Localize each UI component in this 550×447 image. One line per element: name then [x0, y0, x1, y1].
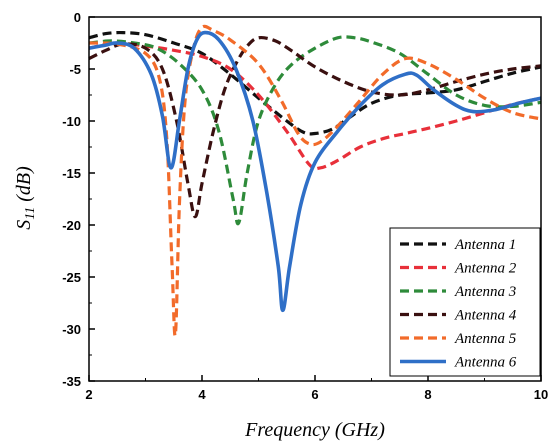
legend-box	[389, 227, 541, 377]
legend-label-antenna-3: Antenna 3	[454, 284, 516, 300]
series-line-antenna-6	[88, 30, 542, 313]
y-tick-label: -30	[62, 322, 81, 337]
legend: Antenna 1 Antenna 2 Antenna 3 Antenna 4 Ante…	[389, 227, 541, 377]
y-tick-label: -5	[69, 62, 81, 77]
series-line-antenna-3	[88, 35, 542, 226]
y-axis-title-suffix: (dB)	[13, 166, 35, 207]
series-line-antenna-5	[88, 24, 542, 338]
x-tick-label: 10	[534, 387, 548, 402]
y-tick-label: -10	[62, 114, 81, 129]
legend-label-antenna-2: Antenna 2	[454, 261, 517, 277]
series-lines	[88, 24, 542, 338]
y-tick-label: -20	[62, 218, 81, 233]
legend-label-antenna-4: Antenna 4	[454, 308, 517, 324]
x-axis-title: Frequency (GHz)	[244, 419, 385, 441]
series-line-antenna-1	[88, 30, 542, 136]
legend-items: Antenna 1 Antenna 2 Antenna 3 Antenna 4 Ante…	[400, 237, 517, 371]
y-axis-title-sub: 11	[23, 207, 38, 220]
plot-frame	[88, 16, 542, 382]
x-tick-label: 4	[198, 387, 206, 402]
y-axis-title: S11 (dB)	[13, 166, 38, 230]
tick-labels: 2 4 6 8 10 0 -5 -10 -15 -20 -25 -30 -35	[62, 10, 548, 402]
y-tick-label: -25	[62, 270, 81, 285]
x-tick-label: 6	[311, 387, 318, 402]
y-axis-title-main: S	[13, 220, 35, 230]
series-line-antenna-2	[88, 41, 542, 171]
x-tick-label: 8	[424, 387, 431, 402]
y-tick-label: -35	[62, 374, 81, 389]
legend-label-antenna-1: Antenna 1	[454, 237, 516, 253]
y-tick-label: -15	[62, 166, 81, 181]
y-tick-label: 0	[74, 10, 81, 25]
x-tick-label: 2	[85, 387, 92, 402]
legend-label-antenna-6: Antenna 6	[454, 355, 517, 371]
series-line-antenna-4	[88, 35, 542, 219]
legend-label-antenna-5: Antenna 5	[454, 331, 517, 347]
